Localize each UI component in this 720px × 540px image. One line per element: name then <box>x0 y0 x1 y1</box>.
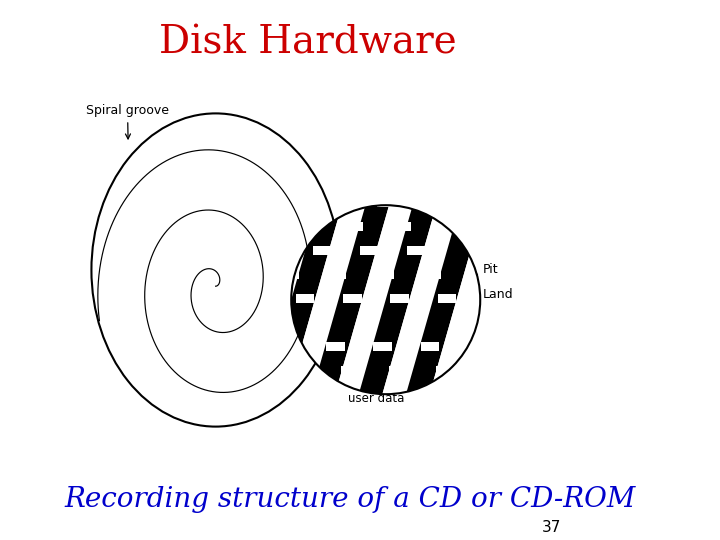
Bar <box>377 198 395 207</box>
Text: 37: 37 <box>542 519 561 535</box>
Polygon shape <box>333 195 415 404</box>
Bar <box>281 270 300 279</box>
Text: Land: Land <box>458 288 513 305</box>
Bar <box>251 222 269 231</box>
Bar <box>468 342 487 351</box>
Bar <box>326 342 345 351</box>
Bar <box>359 318 377 327</box>
Text: Recording structure of a CD or CD-ROM: Recording structure of a CD or CD-ROM <box>64 486 636 513</box>
Polygon shape <box>356 195 439 404</box>
Polygon shape <box>309 195 392 404</box>
Bar <box>390 294 409 303</box>
Text: Spiral groove: Spiral groove <box>86 104 169 139</box>
Polygon shape <box>379 195 463 404</box>
Bar <box>453 318 471 327</box>
Bar <box>282 198 301 207</box>
Bar <box>483 366 502 375</box>
Bar <box>341 366 360 375</box>
Bar <box>345 222 364 231</box>
Bar <box>313 246 331 255</box>
Bar <box>436 366 454 375</box>
Circle shape <box>291 205 480 394</box>
Polygon shape <box>403 195 486 404</box>
Text: Disk Hardware: Disk Hardware <box>158 24 456 62</box>
Bar <box>235 198 253 207</box>
Bar <box>328 270 346 279</box>
Bar <box>438 294 456 303</box>
Bar <box>297 222 316 231</box>
Bar <box>266 246 284 255</box>
Bar <box>330 198 348 207</box>
Bar <box>360 246 379 255</box>
Bar <box>408 246 426 255</box>
Bar <box>389 366 407 375</box>
Bar <box>405 318 424 327</box>
Bar <box>392 222 410 231</box>
Bar <box>375 270 394 279</box>
Bar <box>311 318 330 327</box>
Text: Pit: Pit <box>464 263 498 280</box>
Bar <box>343 294 361 303</box>
Bar <box>296 294 315 303</box>
Bar <box>420 342 439 351</box>
Polygon shape <box>427 195 510 404</box>
Bar <box>374 342 392 351</box>
Polygon shape <box>261 195 345 404</box>
Polygon shape <box>285 195 368 404</box>
Bar <box>423 270 441 279</box>
Text: 2K block of
user data: 2K block of user data <box>313 340 413 406</box>
